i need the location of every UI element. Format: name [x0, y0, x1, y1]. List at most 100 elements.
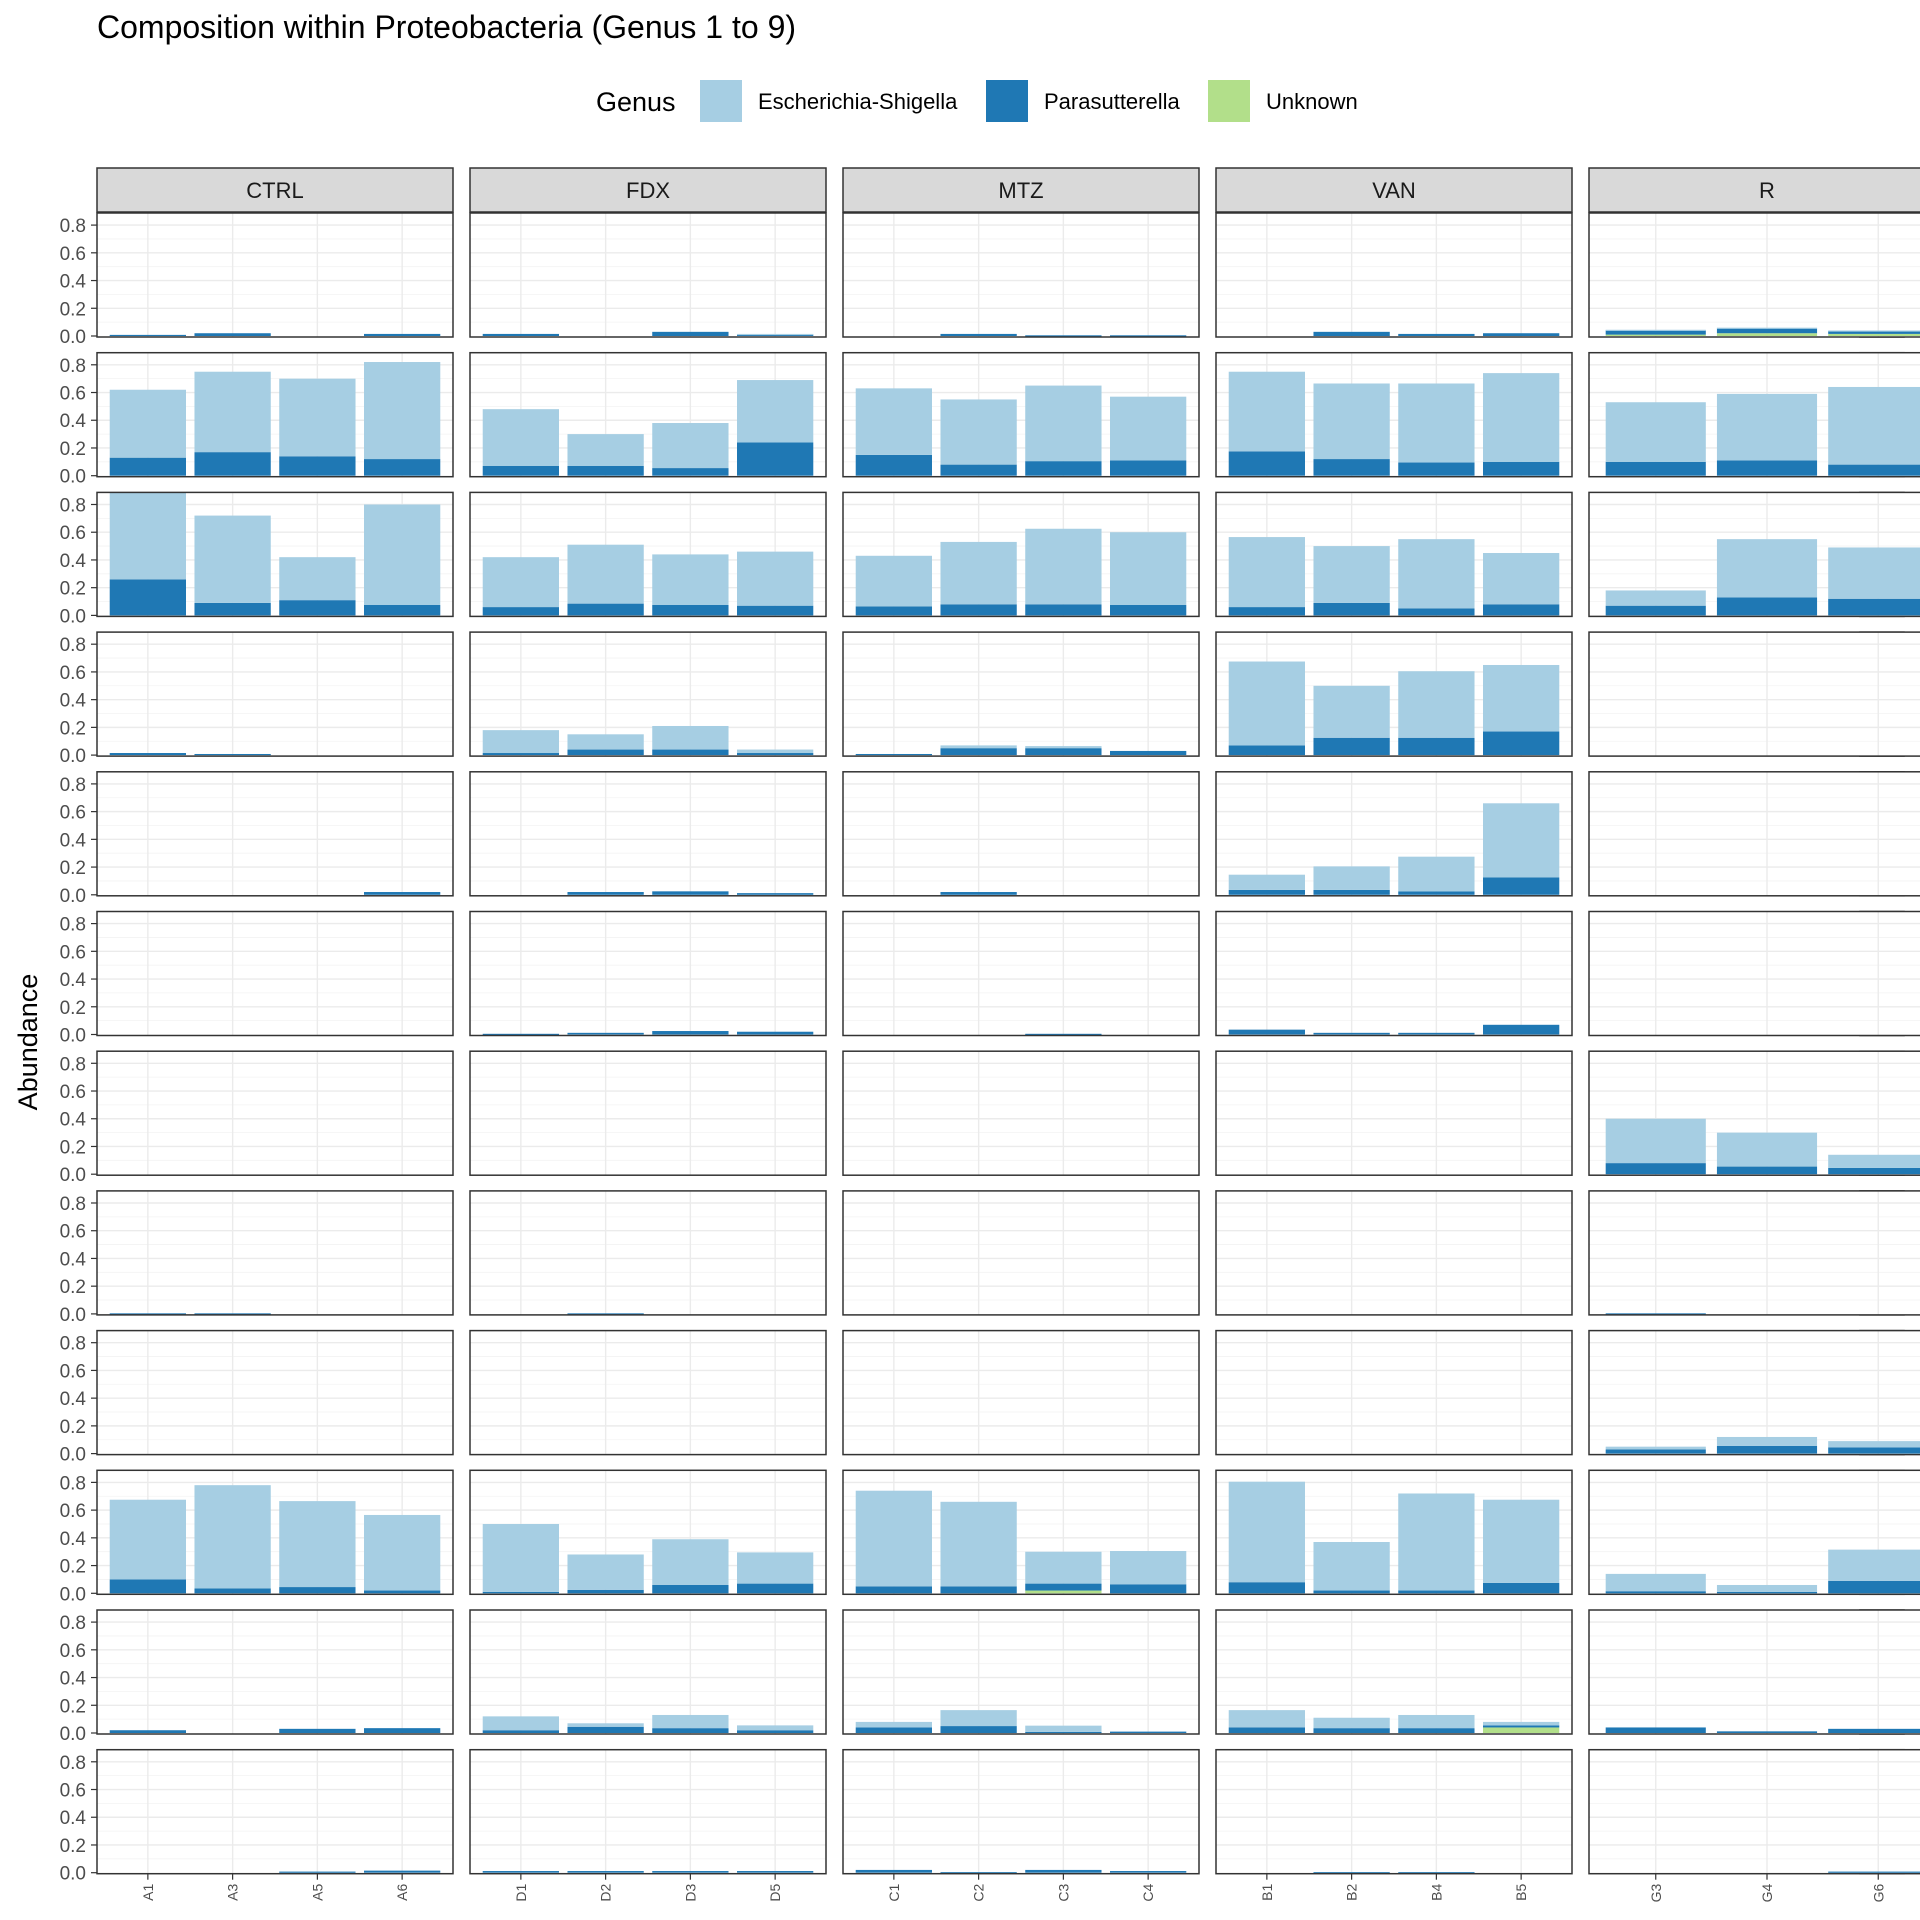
y-tick-label: 0.2: [60, 1137, 86, 1158]
panel-van-d39: [1215, 1609, 1573, 1735]
bar-parasutterella-d1-d14: [482, 1033, 559, 1036]
panel-ctrl-d07: [96, 771, 454, 897]
bar-parasutterella-d1-d37: [482, 1591, 559, 1594]
bar-parasutterella-b2-d00: [1313, 459, 1390, 476]
panel-fdx-d39: [469, 1609, 827, 1735]
panel-border: [1215, 212, 1573, 338]
bar-escherichia-shigella-c3-d39: [1025, 1725, 1102, 1732]
y-tick-label: 0.6: [60, 244, 86, 265]
panel-van-d00: [1215, 351, 1573, 478]
bar-parasutterella-b5-d00: [1483, 461, 1560, 476]
y-tick-label: 0.2: [60, 718, 86, 739]
column-strip-label-mtz: MTZ: [998, 178, 1043, 203]
panel-fdx-d-6: [469, 212, 827, 338]
panel-border: [469, 1609, 827, 1735]
bar-parasutterella-g6-d31: [1828, 1447, 1920, 1454]
y-tick-label: 0.2: [60, 998, 86, 1019]
bar-parasutterella-c1-d51: [855, 1869, 932, 1873]
bar-escherichia-shigella-d1-d39: [482, 1716, 559, 1731]
bar-escherichia-shigella-c1-d00: [855, 388, 932, 455]
panel-border: [842, 1748, 1200, 1875]
bar-escherichia-shigella-c2-d02: [940, 541, 1017, 605]
bar-parasutterella-c1-d39: [855, 1727, 932, 1733]
bar-escherichia-shigella-c1-d39: [855, 1721, 932, 1728]
panel-background: [1589, 1330, 1920, 1455]
bar-escherichia-shigella-b5-d07: [1483, 803, 1560, 878]
bar-escherichia-shigella-b1-d02: [1228, 537, 1305, 608]
bar-parasutterella-c1-d02: [855, 606, 932, 616]
bar-parasutterella-c3-d39: [1025, 1731, 1102, 1734]
panel-border: [1588, 351, 1920, 478]
bar-escherichia-shigella-g6-d31: [1828, 1441, 1920, 1448]
bar-parasutterella-c2-d-6: [940, 333, 1017, 336]
bar-parasutterella-b2-d05: [1313, 737, 1390, 756]
bar-escherichia-shigella-d5-d00: [737, 380, 814, 443]
panel-fdx-d31: [469, 1329, 827, 1456]
bar-parasutterella-c2-d39: [940, 1726, 1017, 1733]
bar-escherichia-shigella-c2-d00: [940, 399, 1017, 465]
panel-background: [97, 632, 453, 757]
bar-parasutterella-c4-d05: [1110, 750, 1187, 756]
panel-r-d05: [1588, 631, 1920, 757]
y-tick-label: 0.0: [60, 1584, 86, 1605]
bar-parasutterella-b5-d05: [1483, 731, 1560, 756]
y-tick-label: 0.4: [60, 551, 87, 572]
panel-background: [843, 632, 1199, 757]
bar-escherichia-shigella-d5-d37: [737, 1552, 814, 1584]
bar-unknown-c3-d37: [1025, 1590, 1102, 1594]
bar-parasutterella-b1-d05: [1228, 745, 1305, 756]
panel-van-d07: [1215, 771, 1573, 897]
panel-background: [97, 213, 453, 337]
y-tick-label: 0.0: [60, 886, 86, 907]
y-tick-label: 0.4: [60, 1249, 87, 1270]
bar-parasutterella-a3-d00: [194, 452, 271, 476]
column-strip-label-r: R: [1759, 178, 1775, 203]
panel-background: [1589, 911, 1920, 1036]
bar-parasutterella-g3-d18: [1605, 1163, 1706, 1175]
panel-mtz-d18: [842, 1050, 1200, 1176]
bar-parasutterella-d3-d39: [652, 1728, 729, 1733]
panel-border: [842, 631, 1200, 757]
bar-parasutterella-c3-d51: [1025, 1869, 1102, 1873]
bar-parasutterella-a5-d37: [279, 1587, 356, 1594]
panel-fdx-d28: [469, 1190, 827, 1316]
bar-escherichia-shigella-d3-d00: [652, 423, 729, 469]
panel-fdx-d37: [469, 1469, 827, 1596]
bar-escherichia-shigella-g3-d-6: [1605, 329, 1706, 331]
panel-border: [1588, 910, 1920, 1037]
bar-parasutterella-d1-d00: [482, 465, 559, 476]
bar-parasutterella-g3-d00: [1605, 461, 1706, 476]
bar-escherichia-shigella-g3-d02: [1605, 590, 1706, 606]
panel-r-d37: [1588, 1469, 1920, 1596]
x-tick-label: D3: [682, 1883, 698, 1901]
bar-parasutterella-c1-d37: [855, 1586, 932, 1594]
x-tick-label: G4: [1759, 1883, 1775, 1902]
x-tick-label: A5: [309, 1883, 325, 1900]
column-strip-label-ctrl: CTRL: [246, 178, 303, 203]
panel-background: [470, 1051, 826, 1176]
panel-background: [97, 911, 453, 1036]
y-tick-label: 0.0: [60, 1864, 86, 1885]
bar-parasutterella-d3-d37: [652, 1584, 729, 1594]
panel-border: [1215, 1748, 1573, 1875]
bar-parasutterella-c4-d02: [1110, 605, 1187, 616]
bar-parasutterella-d5-d37: [737, 1583, 814, 1594]
bar-parasutterella-b2-d39: [1313, 1728, 1390, 1733]
x-tick-label: B2: [1344, 1883, 1360, 1900]
bar-parasutterella-d3-d02: [652, 605, 729, 616]
panel-background: [843, 213, 1199, 337]
bar-parasutterella-c2-d37: [940, 1586, 1017, 1594]
bar-parasutterella-b2-d14: [1313, 1032, 1390, 1035]
bar-parasutterella-a5-d02: [279, 600, 356, 616]
bar-escherichia-shigella-c2-d39: [940, 1710, 1017, 1727]
panel-border: [1588, 631, 1920, 757]
bar-parasutterella-g3-d31: [1605, 1449, 1706, 1454]
bar-parasutterella-b1-d14: [1228, 1029, 1305, 1035]
x-tick-label: D1: [513, 1883, 529, 1901]
y-tick-label: 0.8: [60, 1613, 86, 1634]
y-tick-label: 0.4: [60, 1529, 87, 1550]
bar-parasutterella-g4-d18: [1716, 1166, 1818, 1175]
panel-van-d14: [1215, 910, 1573, 1037]
bar-escherichia-shigella-b4-d37: [1398, 1493, 1475, 1591]
panel-r-d00: [1588, 351, 1920, 478]
